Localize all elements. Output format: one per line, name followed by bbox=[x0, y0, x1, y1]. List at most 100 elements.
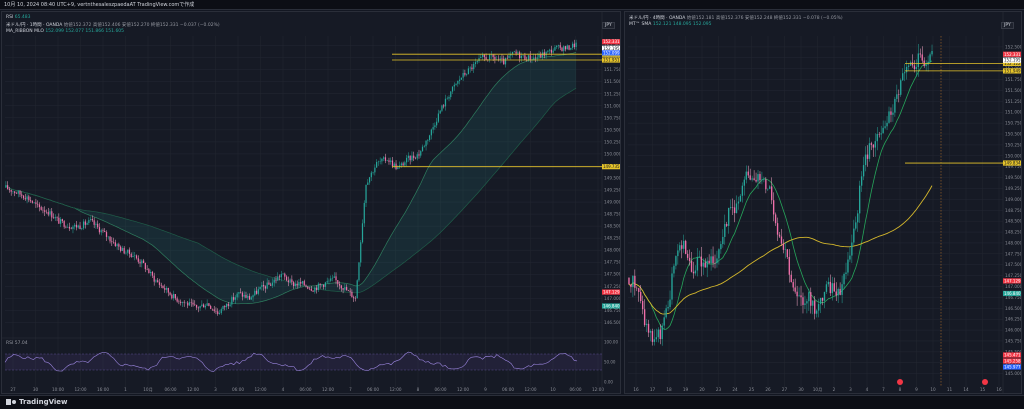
candle bbox=[903, 72, 906, 74]
price-axis-label: 147.000 bbox=[1005, 284, 1022, 289]
candle bbox=[418, 154, 420, 156]
chart-panel-right[interactable]: 152.500152.250152.000151.750151.500151.2… bbox=[624, 11, 1022, 394]
candle bbox=[215, 311, 217, 312]
candle bbox=[782, 243, 785, 250]
candle bbox=[82, 221, 85, 229]
left-currency-button[interactable]: JPY bbox=[602, 22, 615, 29]
time-axis-label: 06:00 bbox=[232, 387, 244, 392]
candle bbox=[218, 313, 221, 314]
candle bbox=[300, 282, 302, 284]
price-axis-label: 146.250 bbox=[1005, 317, 1022, 322]
tradingview-brand: TradingView bbox=[19, 398, 68, 406]
candle bbox=[857, 213, 859, 223]
price-axis-label: 146.000 bbox=[1005, 328, 1022, 333]
candle bbox=[724, 224, 726, 237]
candle bbox=[759, 174, 761, 181]
candle bbox=[496, 59, 498, 60]
candle bbox=[137, 258, 139, 262]
candle bbox=[204, 305, 206, 308]
time-axis-label: 10月 bbox=[143, 387, 153, 393]
candle bbox=[527, 55, 530, 61]
time-axis-label: 1 bbox=[124, 387, 127, 392]
candle bbox=[917, 53, 920, 68]
candle bbox=[105, 232, 108, 237]
candle bbox=[441, 105, 443, 111]
candle bbox=[234, 297, 237, 300]
left-legend-ma[interactable]: MA_RIBBON MLO 152.099 152.077 151.866 15… bbox=[6, 29, 125, 34]
chart-panel-left[interactable]: 152.250152.000151.750151.500151.250151.0… bbox=[1, 11, 621, 394]
candle bbox=[501, 58, 503, 59]
candle bbox=[354, 298, 357, 299]
tradingview-logo-icon bbox=[6, 399, 16, 405]
chart-canvas-right[interactable]: 152.500152.250152.000151.750151.500151.2… bbox=[625, 12, 1022, 394]
price-tag-label: 152.331 bbox=[1004, 52, 1021, 57]
candle bbox=[190, 302, 192, 303]
price-tag-label: 152.099 bbox=[603, 50, 620, 55]
candle bbox=[259, 286, 261, 290]
candle bbox=[915, 67, 918, 70]
candle bbox=[529, 55, 531, 60]
candle bbox=[10, 190, 12, 192]
candle bbox=[860, 176, 863, 186]
candle bbox=[765, 179, 767, 190]
time-axis-label: 06:00 bbox=[502, 387, 514, 392]
candle bbox=[384, 157, 387, 161]
candle bbox=[563, 46, 565, 52]
candle bbox=[649, 331, 652, 333]
candle bbox=[284, 273, 286, 277]
candle bbox=[882, 127, 884, 134]
candle bbox=[266, 282, 268, 289]
candle bbox=[847, 259, 849, 273]
candle bbox=[245, 295, 247, 298]
candle bbox=[432, 127, 434, 130]
candle bbox=[524, 55, 526, 61]
candle bbox=[17, 190, 19, 194]
candle bbox=[162, 285, 164, 289]
right-legend-ma[interactable]: MT™ SMA 152.121 148.095 152.095 bbox=[629, 22, 712, 27]
candle bbox=[841, 284, 843, 295]
candle bbox=[692, 271, 695, 274]
candle bbox=[681, 245, 683, 249]
candle bbox=[739, 195, 742, 202]
candle bbox=[640, 291, 642, 301]
candle bbox=[638, 288, 640, 292]
price-axis-label: 150.000 bbox=[1005, 153, 1022, 158]
sma-fast-line bbox=[628, 60, 933, 330]
candle bbox=[632, 275, 634, 288]
candle bbox=[866, 154, 869, 159]
rsi-line bbox=[4, 351, 578, 372]
candle bbox=[657, 329, 659, 338]
candle bbox=[488, 54, 491, 60]
candle bbox=[206, 303, 208, 306]
candle bbox=[534, 57, 537, 59]
candle bbox=[353, 297, 355, 299]
candle bbox=[181, 301, 184, 303]
candle bbox=[900, 80, 902, 95]
price-axis-label: 147.750 bbox=[1005, 251, 1022, 256]
right-legend-symbol[interactable]: 米ドル/円 · 4時間 · OANDA 始値152.181 高値152.376 … bbox=[629, 16, 843, 21]
candle bbox=[812, 300, 814, 306]
chart-canvas-left[interactable]: 152.250152.000151.750151.500151.250151.0… bbox=[2, 12, 621, 394]
candle bbox=[420, 151, 422, 156]
candle bbox=[757, 174, 759, 182]
price-axis-label: 149.500 bbox=[1005, 175, 1022, 180]
price-tag-label: 152.331 bbox=[603, 39, 620, 44]
candle bbox=[634, 275, 636, 288]
time-axis-label: 18 bbox=[666, 387, 672, 392]
price-axis-label: 146.750 bbox=[1005, 295, 1022, 300]
candle bbox=[109, 236, 111, 242]
right-currency-button[interactable]: JPY bbox=[1001, 22, 1014, 29]
candle bbox=[111, 241, 113, 243]
candle bbox=[716, 258, 718, 264]
candle bbox=[345, 287, 348, 291]
candle bbox=[61, 219, 63, 222]
candle bbox=[229, 304, 231, 306]
time-axis-label: 24 bbox=[732, 387, 738, 392]
candle bbox=[169, 292, 171, 295]
candle bbox=[849, 255, 851, 260]
candle bbox=[696, 257, 699, 271]
candle bbox=[878, 134, 880, 135]
price-axis-label: 151.000 bbox=[1005, 110, 1022, 115]
candle bbox=[294, 283, 297, 287]
left-legend-symbol[interactable]: 米ドル/円 · 1時間 · OANDA 始値152.372 高値152.406 … bbox=[6, 23, 220, 28]
